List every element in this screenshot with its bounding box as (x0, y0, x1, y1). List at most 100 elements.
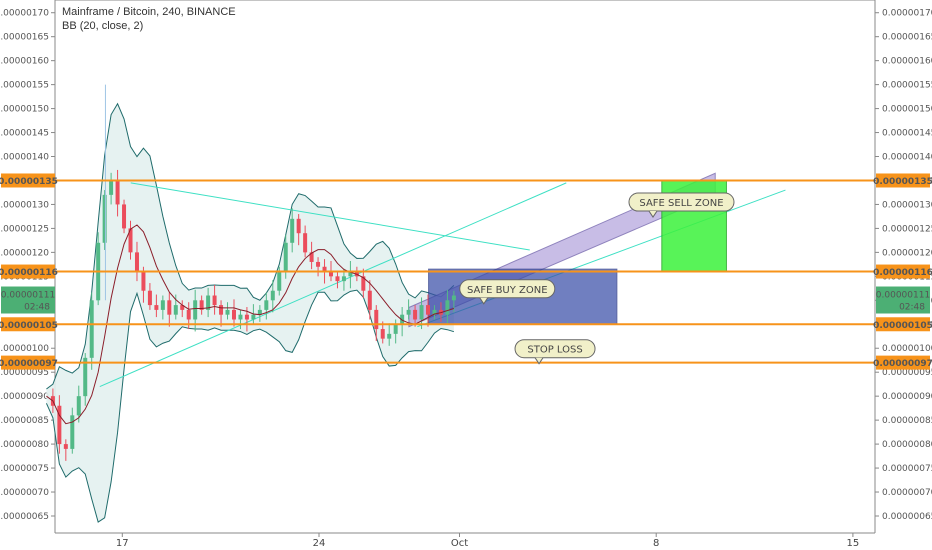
last-price-bg (876, 286, 930, 314)
candle-body (303, 233, 308, 253)
candle-body (270, 290, 275, 301)
candle-body (57, 405, 62, 445)
y-tick-label-left: 0.00000080 (0, 440, 49, 450)
candle-body (238, 314, 243, 320)
y-tick-label-left: 0.00000160 (0, 57, 49, 67)
y-tick-label-left: 0.00000170 (0, 9, 49, 19)
candle-body (406, 309, 411, 315)
candle-body (219, 305, 224, 315)
y-tick-label-left: 0.00000150 (0, 105, 49, 115)
y-tick-label-right: 0.00000085 (882, 416, 932, 426)
candle-body (400, 314, 405, 325)
annotation-text: SAFE SELL ZONE (639, 198, 723, 209)
y-tick-label-left: 0.00000165 (0, 33, 49, 43)
level-label: 0.00000105 (0, 321, 58, 331)
candle-body (244, 314, 249, 320)
candle-body (277, 271, 282, 291)
candle-body (231, 309, 236, 320)
annotation-pointer (648, 210, 658, 218)
chart-header: Mainframe / Bitcoin, 240, BINANCE BB (20… (62, 5, 236, 33)
y-tick-label-left: 0.00000090 (0, 392, 49, 402)
candle-body (186, 309, 191, 320)
level-label: 0.00000097 (0, 359, 58, 369)
candle-body (225, 309, 230, 315)
candle-body (341, 276, 346, 282)
x-tick-label: Oct (451, 538, 468, 549)
y-tick-label-left: 0.00000065 (0, 512, 49, 522)
y-tick-label-right: 0.00000070 (882, 488, 932, 498)
y-tick-label-right: 0.00000155 (882, 81, 932, 91)
plot-area (54, 0, 876, 534)
candle-body (70, 415, 75, 449)
candle-body (173, 305, 178, 315)
candle-body (109, 180, 114, 195)
candle-body (134, 252, 139, 272)
level-label-bg (1, 264, 55, 279)
y-tick-label-right: 0.00000160 (882, 57, 932, 67)
symbol-line: Mainframe / Bitcoin, 240, BINANCE (62, 6, 236, 18)
bb-lower-band (45, 289, 455, 523)
y-tick-label-left: 0.00000140 (0, 153, 49, 163)
y-tick-label-right: 0.00000170 (882, 9, 932, 19)
y-tick-label-left: 0.00000075 (0, 464, 49, 474)
annotation-callout (628, 192, 735, 212)
candle-body (180, 305, 185, 310)
candle-body (154, 305, 159, 310)
y-tick-label-left: 0.00000120 (0, 248, 49, 258)
y-tick-label-right: 0.00000165 (882, 33, 932, 43)
y-tick-label-right: 0.00000140 (882, 153, 932, 163)
candle-body (63, 444, 68, 449)
candle-body (316, 261, 321, 267)
candle-body (361, 276, 366, 291)
candle-body (122, 204, 127, 229)
candle-body (115, 180, 120, 205)
y-tick-label-left: 0.00000125 (0, 224, 49, 234)
x-tick-label: 24 (313, 538, 326, 549)
level-label: 0.00000105 (873, 321, 932, 331)
y-tick-label-left: 0.00000085 (0, 416, 49, 426)
y-tick-label-left: 0.00000145 (0, 129, 49, 139)
y-tick-label-right: 0.00000120 (882, 248, 932, 258)
level-label-bg (876, 317, 930, 332)
candle-body (322, 266, 327, 272)
countdown-label: 02:48 (899, 303, 925, 313)
candle-body (102, 194, 107, 243)
candle-body (328, 271, 333, 277)
candle-body (432, 309, 437, 315)
indicator-line: BB (20, close, 2) (62, 20, 144, 32)
annotation-callout (459, 279, 556, 299)
bb-upper-band (46, 102, 455, 390)
level-label: 0.00000135 (873, 177, 932, 187)
candle-body (147, 290, 152, 306)
candle-body (212, 295, 217, 306)
last-price-bg (1, 286, 55, 314)
y-tick-label-right: 0.00000100 (882, 344, 932, 354)
y-tick-label-left: 0.00000070 (0, 488, 49, 498)
y-tick-label-right: 0.00000150 (882, 105, 932, 115)
candle-body (141, 271, 146, 291)
y-tick-label-left: 0.00000130 (0, 200, 49, 210)
level-label-bg (876, 264, 930, 279)
y-tick-label-left: 0.00000155 (0, 81, 49, 91)
candle-body (83, 357, 88, 397)
candle-body (309, 252, 314, 262)
y-tick-label-right: 0.00000130 (882, 200, 932, 210)
candle-body (413, 309, 418, 320)
annotation-pointer (479, 297, 489, 305)
level-label: 0.00000097 (873, 359, 932, 369)
ascending-trendline (99, 182, 567, 388)
y-tick-label-left: 0.00000095 (0, 368, 49, 378)
candle-body (264, 300, 269, 310)
candle-body (89, 300, 94, 358)
y-tick-label-right: 0.00000065 (882, 512, 932, 522)
candle-body (367, 290, 372, 310)
candle-body (380, 329, 385, 339)
candle-body (374, 309, 379, 330)
candle-body (445, 300, 450, 315)
countdown-label: 02:48 (24, 303, 50, 313)
level-label-bg (1, 355, 55, 370)
level-label: 0.00000135 (0, 177, 58, 187)
y-tick-label-left: 0.00000100 (0, 344, 49, 354)
candle-body (393, 324, 398, 334)
